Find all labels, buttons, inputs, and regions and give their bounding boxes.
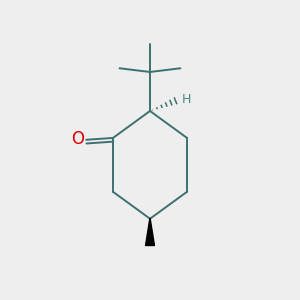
Text: O: O	[72, 130, 85, 148]
Polygon shape	[146, 219, 154, 245]
Text: H: H	[182, 93, 191, 106]
